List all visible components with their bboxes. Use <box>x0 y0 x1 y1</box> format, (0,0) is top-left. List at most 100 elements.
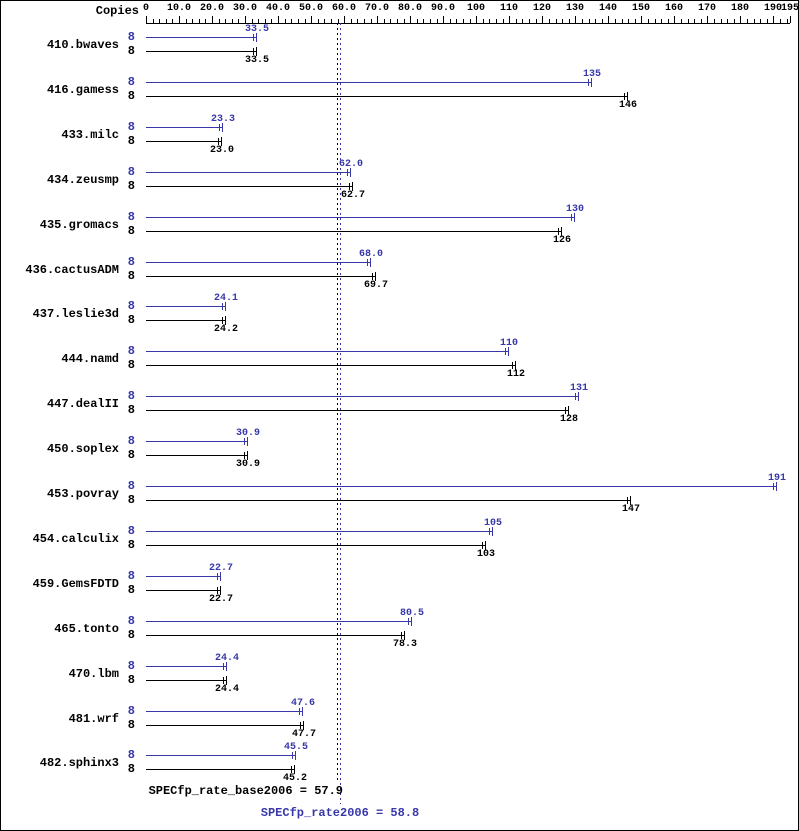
x-axis-major-tick <box>377 16 378 23</box>
x-axis-tick-label: 120 <box>532 3 552 14</box>
benchmark-name-label: 416.gamess <box>46 83 119 97</box>
base-copies-label: 8 <box>127 583 135 597</box>
peak-copies-label: 8 <box>127 659 135 673</box>
x-axis-tick-label: 70.0 <box>364 3 390 14</box>
x-axis-tick-label: 180 <box>730 3 750 14</box>
x-axis-minor-tick <box>688 19 689 23</box>
x-axis-minor-tick <box>219 19 220 23</box>
benchmark-name-label: 482.sphinx3 <box>39 756 119 770</box>
base-copies-label: 8 <box>127 762 135 776</box>
benchmark-name-label: 481.wrf <box>68 712 119 726</box>
x-axis-minor-tick <box>522 19 523 23</box>
x-axis-minor-tick <box>569 19 570 23</box>
base-value-label: 147 <box>621 504 641 515</box>
x-axis-minor-tick <box>582 19 583 23</box>
peak-value-label: 24.4 <box>214 653 240 664</box>
x-axis-minor-tick <box>549 19 550 23</box>
x-axis-minor-tick <box>681 19 682 23</box>
x-axis-major-tick <box>146 16 147 23</box>
x-axis-minor-tick <box>661 19 662 23</box>
x-axis-major-tick <box>674 16 675 23</box>
base-bar <box>146 186 353 187</box>
peak-bar-median-cap <box>408 618 409 625</box>
base-summary: SPECfp_rate_base2006 = 57.9 <box>148 784 343 798</box>
base-bar <box>146 365 516 366</box>
base-bar-end-cap <box>294 765 295 774</box>
x-axis-tick-label: 160 <box>664 3 684 14</box>
x-axis-minor-tick <box>470 19 471 23</box>
x-axis-minor-tick <box>483 19 484 23</box>
peak-value-label: 68.0 <box>358 249 384 260</box>
base-copies-label: 8 <box>127 89 135 103</box>
base-value-label: 33.5 <box>244 55 270 66</box>
base-copies-label: 8 <box>127 44 135 58</box>
x-axis-minor-tick <box>589 19 590 23</box>
base-bar <box>146 590 221 591</box>
base-bar-median-cap <box>300 722 301 729</box>
base-bar-end-cap <box>404 631 405 640</box>
peak-bar <box>146 621 412 622</box>
benchmark-name-label: 447.dealII <box>46 397 119 411</box>
x-axis-minor-tick <box>668 19 669 23</box>
peak-bar-end-cap <box>220 572 221 581</box>
base-bar-median-cap <box>223 677 224 684</box>
peak-summary: SPECfp_rate2006 = 58.8 <box>260 806 420 820</box>
x-axis-minor-tick <box>787 19 788 23</box>
x-axis-minor-tick <box>371 19 372 23</box>
peak-bar-median-cap <box>223 663 224 670</box>
peak-bar-end-cap <box>508 347 509 356</box>
x-axis-tick-label: 90.0 <box>430 3 456 14</box>
peak-value-label: 135 <box>582 69 602 80</box>
x-axis-minor-tick <box>694 19 695 23</box>
base-bar-median-cap <box>482 542 483 549</box>
x-axis-minor-tick <box>556 19 557 23</box>
x-axis-minor-tick <box>734 19 735 23</box>
base-bar-median-cap <box>565 407 566 414</box>
base-value-label: 24.2 <box>213 324 239 335</box>
peak-value-label: 30.9 <box>235 428 261 439</box>
peak-value-label: 105 <box>483 518 503 529</box>
base-bar-end-cap <box>220 586 221 595</box>
base-bar <box>146 455 248 456</box>
base-copies-label: 8 <box>127 358 135 372</box>
peak-bar <box>146 711 303 712</box>
x-axis-minor-tick <box>562 19 563 23</box>
x-axis-minor-tick <box>351 19 352 23</box>
peak-bar <box>146 127 223 128</box>
base-bar-median-cap <box>218 138 219 145</box>
peak-bar-end-cap <box>411 617 412 626</box>
x-axis-minor-tick <box>602 19 603 23</box>
copies-column-header: Copies <box>95 4 139 18</box>
peak-bar-end-cap <box>295 751 296 760</box>
base-copies-label: 8 <box>127 313 135 327</box>
base-bar-end-cap <box>225 316 226 325</box>
peak-value-label: 80.5 <box>399 608 425 619</box>
x-axis-tick-label: 110 <box>499 3 519 14</box>
benchmark-name-label: 459.GemsFDTD <box>32 577 119 591</box>
x-axis-major-tick <box>179 16 180 23</box>
base-bar <box>146 410 569 411</box>
base-bar-median-cap <box>349 183 350 190</box>
x-axis-major-tick <box>245 16 246 23</box>
benchmark-name-label: 433.milc <box>61 128 119 142</box>
base-bar <box>146 769 295 770</box>
benchmark-name-label: 437.leslie3d <box>32 307 119 321</box>
peak-bar-end-cap <box>256 33 257 42</box>
x-axis-minor-tick <box>404 19 405 23</box>
peak-value-label: 130 <box>565 204 585 215</box>
peak-bar-median-cap <box>367 259 368 266</box>
benchmark-name-label: 436.cactusADM <box>25 263 119 277</box>
base-copies-label: 8 <box>127 224 135 238</box>
x-axis-tick-label: 190 <box>763 3 783 14</box>
x-axis-minor-tick <box>285 19 286 23</box>
base-bar-end-cap <box>226 676 227 685</box>
base-bar-median-cap <box>222 317 223 324</box>
peak-bar-end-cap <box>225 302 226 311</box>
x-axis-major-tick <box>641 16 642 23</box>
x-axis-minor-tick <box>489 19 490 23</box>
base-bar-end-cap <box>375 272 376 281</box>
x-axis-tick-label: 50.0 <box>298 3 324 14</box>
base-value-label: 78.3 <box>392 639 418 650</box>
